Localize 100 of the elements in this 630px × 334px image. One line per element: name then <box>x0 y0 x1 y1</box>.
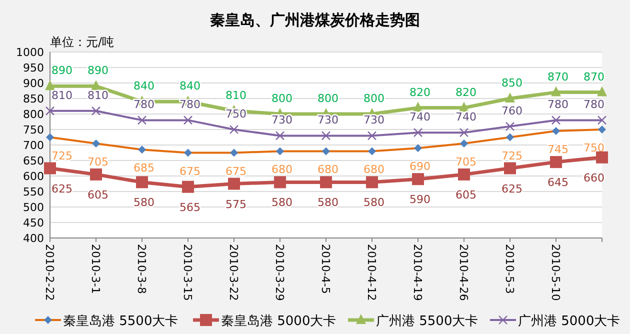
data-label: 645 <box>548 176 568 190</box>
data-label: 690 <box>410 160 430 174</box>
data-label: 750 <box>584 142 604 154</box>
data-label: 840 <box>134 80 154 93</box>
y-tick-label: 600 <box>23 170 44 183</box>
point <box>44 162 56 174</box>
data-label: 820 <box>410 86 430 99</box>
y-tick-label: 900 <box>23 77 44 90</box>
data-label: 740 <box>410 110 430 124</box>
point <box>182 180 194 193</box>
data-label: 580 <box>272 196 292 210</box>
data-label: 680 <box>364 163 384 176</box>
data-label: 685 <box>134 162 154 175</box>
data-label: 660 <box>584 171 604 184</box>
point <box>136 176 148 188</box>
legend-label: 广州港 5000大卡 <box>518 314 620 329</box>
point <box>412 173 424 186</box>
point <box>550 156 562 168</box>
point <box>91 106 101 116</box>
data-label: 800 <box>318 92 338 105</box>
x-tick-label: 2010-4-5 <box>319 244 332 294</box>
y-axis-title: 单位：元/吨 <box>50 35 114 49</box>
x-tick-label: 2010-3-22 <box>227 244 240 301</box>
y-tick-label: 1000 <box>16 46 44 59</box>
x-tick-label: 2010-5-3 <box>503 244 516 294</box>
y-tick-label: 950 <box>23 62 44 74</box>
data-label: 810 <box>52 88 72 102</box>
point <box>459 128 469 138</box>
data-label: 625 <box>502 182 522 196</box>
data-label: 725 <box>52 149 72 162</box>
data-label: 705 <box>456 155 476 168</box>
data-label: 890 <box>88 64 108 78</box>
data-label: 760 <box>502 104 522 118</box>
data-label: 680 <box>318 163 338 176</box>
x-tick-label: 2010-4-12 <box>365 244 378 301</box>
point <box>596 151 608 164</box>
point <box>45 80 55 90</box>
data-label: 810 <box>226 88 246 102</box>
data-label: 780 <box>584 98 604 112</box>
point <box>275 131 285 140</box>
data-label: 725 <box>502 149 522 162</box>
x-tick-label: 2010-4-19 <box>411 244 424 301</box>
point <box>90 168 102 180</box>
point <box>597 86 607 96</box>
data-label: 580 <box>364 196 384 210</box>
point <box>274 176 286 188</box>
point <box>551 86 561 96</box>
legend-label: 秦皇岛港 5500大卡 <box>63 314 178 329</box>
point <box>551 116 561 125</box>
data-label: 575 <box>226 198 246 211</box>
data-label: 730 <box>272 114 292 127</box>
data-label: 780 <box>548 98 568 112</box>
data-label: 605 <box>88 188 108 202</box>
data-label: 590 <box>410 193 430 206</box>
point <box>458 168 470 180</box>
y-tick-label: 550 <box>23 186 44 198</box>
point <box>505 92 515 102</box>
x-tick-label: 2010-3-29 <box>273 244 286 301</box>
point <box>229 124 239 134</box>
y-tick-label: 700 <box>23 139 44 152</box>
data-label: 740 <box>456 110 476 124</box>
point <box>367 131 377 140</box>
x-tick-label: 2010-2-22 <box>43 244 56 301</box>
point <box>505 122 515 131</box>
point <box>137 116 147 125</box>
point <box>228 178 240 190</box>
point <box>413 128 423 138</box>
data-label: 625 <box>52 182 72 196</box>
y-tick-label: 650 <box>23 154 44 168</box>
point <box>45 106 55 116</box>
data-label: 870 <box>548 70 568 84</box>
x-tick-label: 2010-5-10 <box>549 244 562 301</box>
data-label: 680 <box>272 163 292 176</box>
data-label: 605 <box>456 188 476 202</box>
y-tick-label: 750 <box>23 124 44 136</box>
x-tick-label: 2010-3-8 <box>135 244 148 294</box>
data-label: 840 <box>180 80 200 93</box>
y-tick-label: 850 <box>23 92 44 106</box>
data-label: 745 <box>548 143 568 156</box>
point <box>366 176 378 188</box>
data-label: 580 <box>134 196 154 210</box>
data-label: 850 <box>502 76 522 90</box>
data-label: 730 <box>318 114 338 127</box>
data-label: 890 <box>52 64 72 78</box>
data-label: 870 <box>584 70 604 84</box>
x-tick-label: 2010-3-15 <box>181 244 194 301</box>
data-label: 675 <box>180 164 200 178</box>
point <box>91 80 101 90</box>
data-label: 800 <box>272 92 292 105</box>
chart-title: 秦皇岛、广州港煤炭价格走势图 <box>210 11 420 29</box>
y-tick-label: 450 <box>23 216 44 230</box>
data-label: 675 <box>226 164 246 178</box>
x-tick-label: 2010-3-1 <box>89 244 102 294</box>
x-tick-label: 2010-4-26 <box>457 244 470 301</box>
point <box>183 116 193 125</box>
data-label: 705 <box>88 155 108 168</box>
y-tick-label: 500 <box>23 201 44 214</box>
data-label: 800 <box>364 92 384 105</box>
point <box>597 116 607 125</box>
point <box>504 162 516 174</box>
